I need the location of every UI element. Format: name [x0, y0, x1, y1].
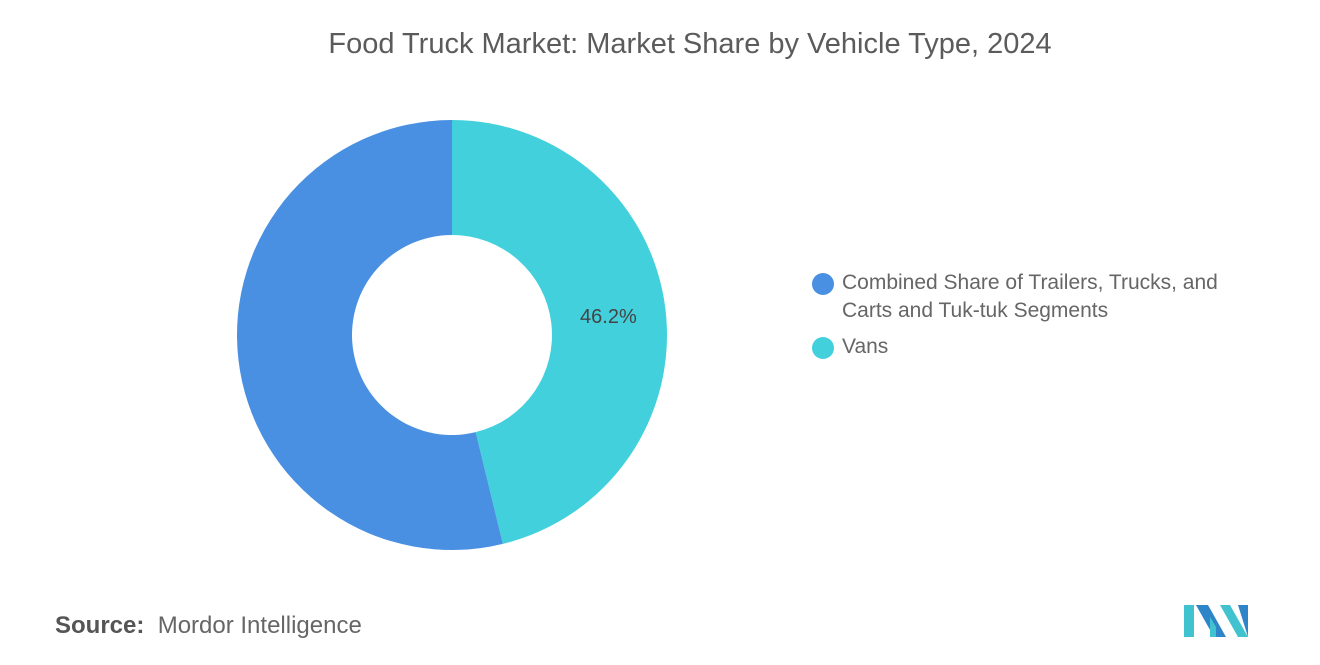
legend-swatch: [812, 337, 834, 359]
source-note: Source: Mordor Intelligence: [55, 612, 362, 640]
legend-label: Vans: [842, 335, 889, 358]
legend-label: Combined Share of Trailers, Trucks, and …: [842, 271, 1218, 322]
legend-item-vans: Vans: [812, 333, 1242, 361]
chart-title: Food Truck Market: Market Share by Vehic…: [328, 28, 1052, 60]
source-value: Mordor Intelligence: [157, 612, 362, 639]
source-label: Source:: [55, 612, 145, 639]
legend-swatch: [812, 273, 834, 295]
slice-combined-share-of-trailers-trucks-and-carts-and-tuk-tuk-segments: [237, 120, 503, 550]
legend: Combined Share of Trailers, Trucks, and …: [812, 269, 1242, 369]
mordor-logo: [1184, 605, 1248, 637]
data-label: 46.2%: [580, 306, 637, 328]
slice-vans: [452, 120, 667, 544]
legend-item-combined: Combined Share of Trailers, Trucks, and …: [812, 269, 1242, 325]
